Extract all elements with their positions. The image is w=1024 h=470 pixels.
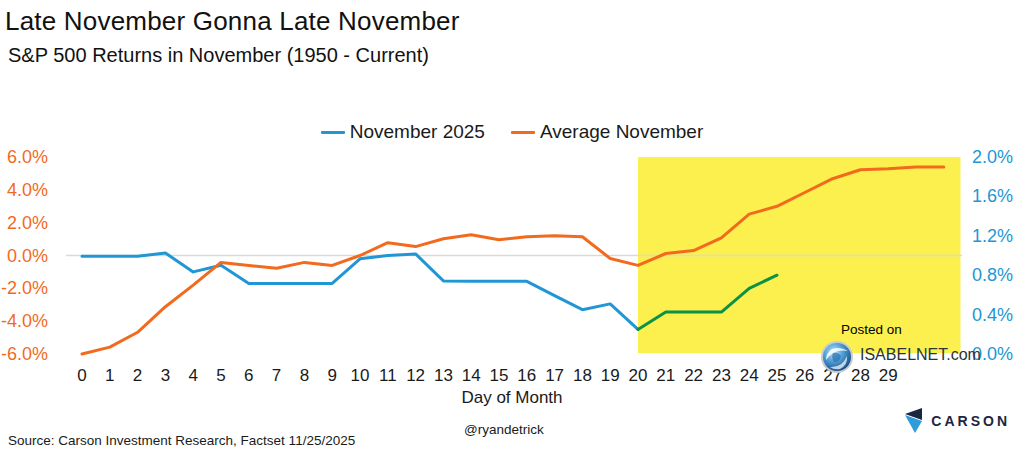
right-axis-tick: 0.4% <box>972 305 1013 325</box>
x-tick-label: 0 <box>77 366 86 385</box>
left-axis-tick: -4.0% <box>1 311 48 331</box>
x-tick-label: 4 <box>188 366 197 385</box>
x-tick-label: 23 <box>712 366 731 385</box>
left-axis-tick: 6.0% <box>7 147 48 167</box>
x-tick-label: 24 <box>740 366 759 385</box>
x-tick-label: 22 <box>684 366 703 385</box>
x-tick-label: 25 <box>768 366 787 385</box>
right-axis-tick: 0.8% <box>972 265 1013 285</box>
x-tick-label: 10 <box>351 366 370 385</box>
left-axis-tick: -6.0% <box>1 344 48 364</box>
left-axis-tick: 2.0% <box>7 213 48 233</box>
x-tick-label: 11 <box>379 366 397 385</box>
x-axis-title: Day of Month <box>0 388 1024 408</box>
x-tick-label: 6 <box>244 366 253 385</box>
x-tick-label: 16 <box>517 366 536 385</box>
series-line-0 <box>82 253 638 329</box>
left-axis-tick: 4.0% <box>7 180 48 200</box>
x-tick-label: 1 <box>105 366 114 385</box>
x-tick-label: 12 <box>406 366 425 385</box>
author-handle: @ryandetrick <box>464 422 544 437</box>
x-tick-label: 26 <box>795 366 814 385</box>
watermark-posted-on: Posted on <box>841 322 902 337</box>
carson-wordmark: CARSON <box>931 413 1010 429</box>
x-tick-label: 7 <box>272 366 281 385</box>
source-note: Source: Carson Investment Research, Fact… <box>8 433 355 448</box>
x-tick-label: 13 <box>434 366 453 385</box>
x-tick-label: 9 <box>327 366 336 385</box>
left-axis-tick: -2.0% <box>1 278 48 298</box>
watermark-site: ISABELNET.com <box>860 346 981 364</box>
right-axis-tick: 2.0% <box>972 147 1013 167</box>
x-tick-label: 29 <box>879 366 898 385</box>
carson-logo: CARSON <box>904 408 1010 434</box>
x-tick-label: 19 <box>601 366 620 385</box>
x-tick-label: 8 <box>300 366 309 385</box>
x-tick-label: 5 <box>216 366 225 385</box>
x-tick-label: 2 <box>133 366 142 385</box>
x-tick-label: 14 <box>462 366 481 385</box>
x-tick-label: 17 <box>545 366 564 385</box>
right-axis-tick: 1.2% <box>972 226 1013 246</box>
x-tick-label: 3 <box>161 366 170 385</box>
right-axis-tick: 1.6% <box>972 186 1013 206</box>
x-tick-label: 18 <box>573 366 592 385</box>
x-tick-label: 21 <box>656 366 675 385</box>
left-axis-tick: 0.0% <box>7 246 48 266</box>
x-tick-label: 20 <box>629 366 648 385</box>
x-tick-label: 15 <box>490 366 509 385</box>
globe-icon <box>820 340 854 374</box>
chart-canvas: Late November Gonna Late November S&P 50… <box>0 0 1024 470</box>
carson-mark-icon <box>904 408 923 434</box>
